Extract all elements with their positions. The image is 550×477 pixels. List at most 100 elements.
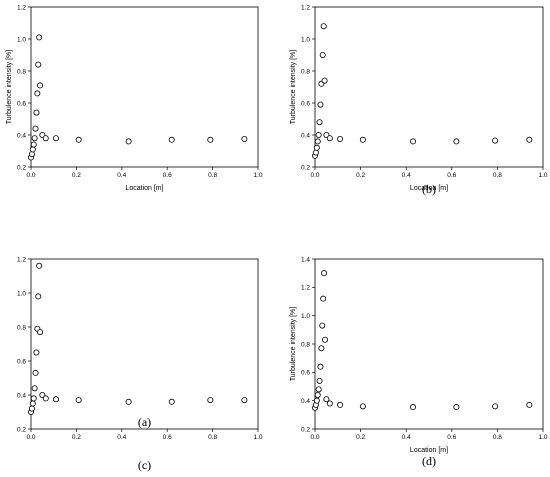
y-tick-label-d: 0.4 — [301, 398, 310, 405]
data-point-b — [321, 77, 328, 84]
x-tick-label-b: 1.0 — [538, 172, 547, 179]
y-tick-label-b: 1.2 — [301, 4, 310, 11]
data-point-c — [125, 398, 132, 405]
y-tick-label-b: 1.0 — [301, 36, 310, 43]
data-point-c — [30, 395, 37, 402]
y-tick-label-a: 0.6 — [17, 100, 26, 107]
x-tick-label-a: 0.2 — [72, 172, 81, 179]
y-tick-label-c: 1.2 — [17, 256, 26, 263]
data-point-b — [313, 144, 320, 151]
y-tick-label-b: 0.6 — [301, 100, 310, 107]
data-point-c — [28, 405, 35, 412]
data-point-a — [29, 146, 36, 153]
x-tick-label-d: 0.8 — [493, 434, 502, 441]
data-point-a — [241, 135, 248, 142]
data-point-a — [36, 34, 43, 41]
chart-d: 0.0 0.2 0.4 0.6 0.8 1.00.20.40.60.81.01.21.4L… — [290, 256, 548, 454]
y-tick-label-a: 0.2 — [17, 164, 26, 171]
data-point-c — [33, 349, 40, 356]
data-point-d — [317, 363, 324, 370]
data-point-d — [526, 401, 533, 408]
y-tick-label-b: 0.2 — [301, 164, 310, 171]
data-point-c — [29, 400, 36, 407]
data-point-d — [453, 404, 460, 411]
x-tick-label-a: 0.0 — [26, 172, 35, 179]
x-tick-label-b: 0.8 — [493, 172, 502, 179]
data-point-a — [75, 136, 82, 143]
chart-b: 0.0 0.2 0.4 0.6 0.8 1.00.20.40.60.81.01.2Loca… — [290, 4, 548, 192]
data-point-b — [312, 149, 319, 156]
y-tick-label-a: 0.4 — [17, 132, 26, 139]
data-point-d — [492, 403, 499, 410]
x-tick-label-c: 0.0 — [26, 434, 35, 441]
y-axis-label-b: Turbulence intensity [%] — [290, 50, 297, 124]
data-point-c — [31, 385, 38, 392]
data-point-b — [526, 136, 533, 143]
y-tick-label-d: 0.8 — [301, 341, 310, 348]
y-tick-label-c: 1.0 — [17, 290, 26, 297]
data-point-a — [37, 82, 44, 89]
data-point-b — [320, 23, 327, 30]
data-point-b — [359, 136, 366, 143]
y-tick-label-a: 1.2 — [17, 4, 26, 11]
data-point-c — [207, 397, 214, 404]
data-point-b — [410, 138, 417, 145]
data-point-c — [52, 396, 59, 403]
x-tick-label-d: 0.2 — [356, 434, 365, 441]
y-tick-label-a: 1.0 — [17, 36, 26, 43]
data-point-a — [207, 136, 214, 143]
x-tick-label-d: 0.4 — [402, 434, 411, 441]
y-tick-label-b: 0.4 — [301, 132, 310, 139]
data-point-b — [326, 135, 333, 142]
plot-frame-c — [30, 258, 259, 430]
y-tick-label-b: 0.8 — [301, 68, 310, 75]
y-axis-label-a: Turbulence intensity [%] — [6, 50, 13, 124]
data-point-d — [319, 322, 326, 329]
data-point-a — [34, 90, 41, 97]
x-tick-label-a: 1.0 — [253, 172, 262, 179]
x-tick-label-b: 0.2 — [356, 172, 365, 179]
data-point-c — [241, 397, 248, 404]
x-tick-label-b: 0.0 — [310, 172, 319, 179]
plot-frame-a — [30, 6, 259, 168]
y-tick-label-d: 1.0 — [301, 313, 310, 320]
data-point-b — [319, 52, 326, 59]
data-point-a — [42, 135, 49, 142]
x-tick-label-b: 0.4 — [402, 172, 411, 179]
y-tick-label-d: 1.2 — [301, 285, 310, 292]
x-axis-label-a: Location [m] — [125, 185, 163, 192]
y-tick-label-c: 0.8 — [17, 324, 26, 331]
x-tick-label-a: 0.8 — [208, 172, 217, 179]
x-tick-label-c: 0.6 — [163, 434, 172, 441]
data-point-d — [321, 270, 328, 277]
data-point-b — [315, 131, 322, 138]
data-point-b — [317, 101, 324, 108]
data-point-a — [168, 136, 175, 143]
data-point-b — [314, 138, 321, 145]
data-point-d — [323, 396, 330, 403]
data-point-c — [35, 293, 42, 300]
x-tick-label-c: 0.4 — [117, 434, 126, 441]
data-point-a — [125, 138, 132, 145]
data-point-d — [359, 403, 366, 410]
panel-label-a: (a) — [137, 415, 152, 429]
x-tick-label-c: 0.2 — [72, 434, 81, 441]
data-point-b — [453, 138, 460, 145]
data-point-a — [52, 135, 59, 142]
data-point-a — [35, 61, 42, 68]
x-tick-label-d: 0.6 — [447, 434, 456, 441]
panel-label-b: (b) — [422, 182, 436, 196]
data-point-d — [314, 391, 321, 398]
data-point-c — [36, 262, 43, 269]
x-axis-label-d: Location [m] — [410, 447, 448, 454]
data-point-d — [322, 336, 329, 343]
panel-label-d: (d) — [422, 454, 436, 468]
y-tick-label-d: 1.4 — [301, 256, 310, 263]
data-point-d — [313, 397, 320, 404]
y-tick-label-a: 0.8 — [17, 68, 26, 75]
y-axis-label-d: Turbulence intensity [%] — [290, 307, 297, 381]
data-point-a — [31, 135, 38, 142]
data-point-d — [318, 345, 325, 352]
data-point-c — [37, 329, 44, 336]
